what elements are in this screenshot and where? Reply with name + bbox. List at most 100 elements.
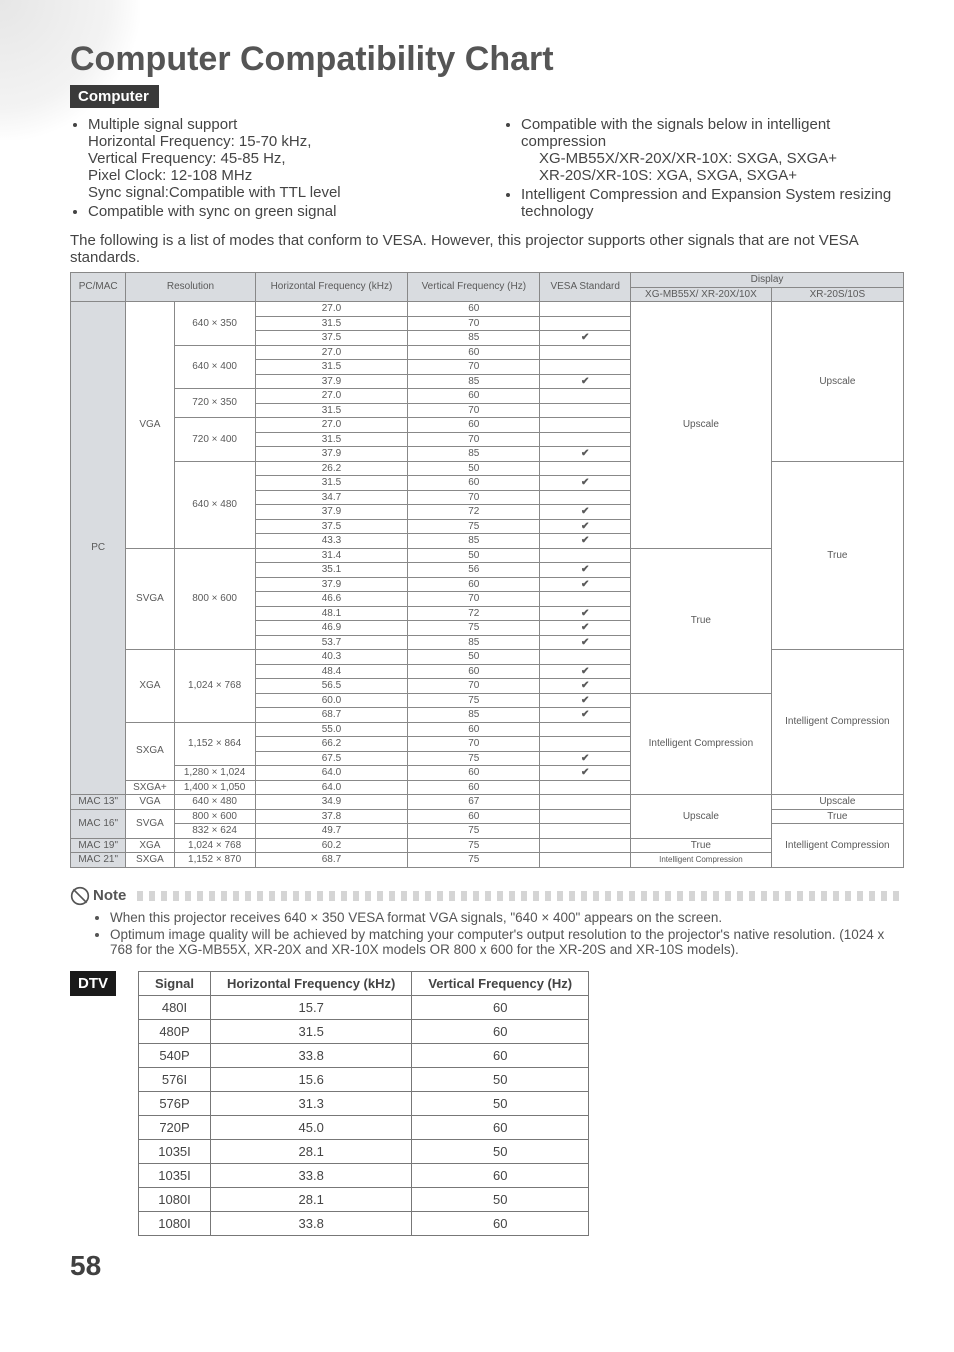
vf: 60 — [408, 577, 540, 592]
th-signal: Signal — [139, 971, 211, 995]
compatibility-table: PC/MAC Resolution Horizontal Frequency (… — [70, 272, 904, 868]
note-icon — [70, 886, 90, 906]
vf: 60 — [408, 418, 540, 433]
vf: 70 — [408, 316, 540, 331]
vf: 60 — [408, 809, 540, 824]
vf: 85 — [408, 635, 540, 650]
vf: 56 — [408, 563, 540, 578]
th-display: Display — [631, 273, 904, 288]
group-svga: SVGA — [126, 809, 174, 838]
hf: 31.5 — [255, 316, 408, 331]
hf: 43.3 — [255, 534, 408, 549]
hf: 67.5 — [255, 751, 408, 766]
vesa-check — [540, 476, 631, 491]
vf: 70 — [408, 490, 540, 505]
hf: 35.1 — [255, 563, 408, 578]
vf: 85 — [408, 534, 540, 549]
sub-line: Vertical Frequency: 45-85 Hz, — [88, 150, 471, 167]
disp-cell: Intelligent Compression — [771, 824, 903, 868]
dots-decoration — [137, 891, 904, 901]
mac13: MAC 13" — [71, 795, 126, 810]
vesa-check — [540, 374, 631, 389]
vf: 70 — [408, 432, 540, 447]
vf: 75 — [408, 751, 540, 766]
th-d1: XG-MB55X/ XR-20X/10X — [631, 287, 772, 302]
res-cell: 640 × 350 — [174, 302, 255, 346]
hf: 31.5 — [255, 476, 408, 491]
vesa — [540, 824, 631, 839]
disp-cell: Intelligent Compression — [771, 650, 903, 795]
vesa — [540, 809, 631, 824]
vf: 72 — [408, 505, 540, 520]
vesa-check — [540, 563, 631, 578]
th-pcmac: PC/MAC — [71, 273, 126, 302]
left-column: Multiple signal support Horizontal Frequ… — [70, 116, 471, 222]
dtv-vf: 60 — [412, 1115, 589, 1139]
vesa — [540, 389, 631, 404]
sub-line: Sync signal:Compatible with TTL level — [88, 184, 471, 201]
vf: 60 — [408, 722, 540, 737]
res-cell: 1,024 × 768 — [174, 838, 255, 853]
res-cell: 800 × 600 — [174, 548, 255, 650]
vf: 75 — [408, 519, 540, 534]
hf: 27.0 — [255, 389, 408, 404]
hf: 37.9 — [255, 447, 408, 462]
dtv-sig: 720P — [139, 1115, 211, 1139]
hf: 68.7 — [255, 853, 408, 868]
res-cell: 640 × 480 — [174, 461, 255, 548]
disp-cell: True — [631, 838, 772, 853]
hf: 27.0 — [255, 345, 408, 360]
res-cell: 1,400 × 1,050 — [174, 780, 255, 795]
hf: 27.0 — [255, 302, 408, 317]
vesa-check — [540, 766, 631, 781]
disp-cell: Upscale — [771, 302, 903, 462]
vf: 75 — [408, 824, 540, 839]
follow-text: The following is a list of modes that co… — [70, 232, 904, 266]
dtv-hf: 33.8 — [211, 1211, 412, 1235]
dtv-sig: 480I — [139, 995, 211, 1019]
dtv-vf: 60 — [412, 995, 589, 1019]
vesa-check — [540, 447, 631, 462]
vesa — [540, 737, 631, 752]
hf: 66.2 — [255, 737, 408, 752]
vesa — [540, 650, 631, 665]
bullet-text: Compatible with the signals below in int… — [521, 116, 830, 150]
vesa — [540, 780, 631, 795]
vf: 50 — [408, 650, 540, 665]
hf: 31.5 — [255, 403, 408, 418]
group-sxgap: SXGA+ — [126, 780, 174, 795]
vesa — [540, 360, 631, 375]
hf: 49.7 — [255, 824, 408, 839]
hf: 40.3 — [255, 650, 408, 665]
vf: 60 — [408, 476, 540, 491]
dtv-sig: 576I — [139, 1067, 211, 1091]
hf: 37.5 — [255, 519, 408, 534]
vf: 85 — [408, 708, 540, 723]
hf: 31.5 — [255, 360, 408, 375]
dtv-tag: DTV — [70, 971, 116, 996]
page-number: 58 — [70, 1250, 904, 1282]
bullet-sub: Horizontal Frequency: 15-70 kHz, Vertica… — [88, 133, 471, 201]
hf: 56.5 — [255, 679, 408, 694]
vf: 75 — [408, 621, 540, 636]
mac16: MAC 16" — [71, 809, 126, 838]
th-vf: Vertical Frequency (Hz) — [408, 273, 540, 302]
bullet: Compatible with the signals below in int… — [521, 116, 904, 184]
vf: 67 — [408, 795, 540, 810]
hf: 37.9 — [255, 577, 408, 592]
dtv-hf: 15.6 — [211, 1067, 412, 1091]
vesa-check — [540, 635, 631, 650]
hf: 37.8 — [255, 809, 408, 824]
hf: 27.0 — [255, 418, 408, 433]
vesa-check — [540, 606, 631, 621]
dtv-sig: 480P — [139, 1019, 211, 1043]
vf: 72 — [408, 606, 540, 621]
vesa-check — [540, 679, 631, 694]
vf: 70 — [408, 360, 540, 375]
vf: 70 — [408, 737, 540, 752]
vesa — [540, 403, 631, 418]
hf: 26.2 — [255, 461, 408, 476]
vf: 60 — [408, 766, 540, 781]
dtv-sig: 1080I — [139, 1187, 211, 1211]
hf: 31.4 — [255, 548, 408, 563]
